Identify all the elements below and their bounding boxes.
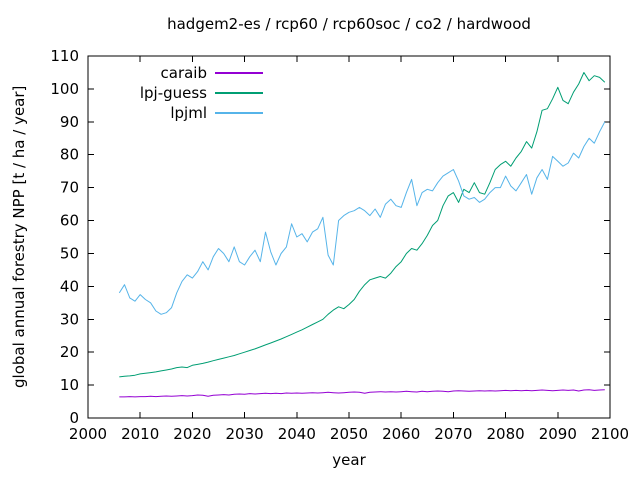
y-tick-label: 30	[60, 310, 79, 328]
legend-item-caraib: caraib	[90, 63, 270, 83]
y-tick-label: 80	[60, 146, 79, 164]
y-tick-label: 0	[69, 409, 79, 427]
legend-label-lpjml: lpjml	[170, 104, 207, 122]
chart-title: hadgem2-es / rcp60 / rcp60soc / co2 / ha…	[167, 15, 531, 33]
x-axis-label: year	[332, 451, 366, 469]
x-tick-label: 2090	[539, 425, 577, 443]
x-tick-label: 2040	[278, 425, 316, 443]
x-tick-label: 2060	[382, 425, 420, 443]
legend: caraib lpj-guess lpjml	[90, 63, 270, 123]
y-tick-label: 10	[60, 376, 79, 394]
series-line-lpj-guess	[119, 72, 606, 378]
y-tick-label: 70	[60, 179, 79, 197]
y-tick-label: 110	[50, 47, 79, 65]
legend-line-lpjml-icon	[215, 112, 263, 114]
legend-line-caraib-icon	[215, 72, 263, 74]
series-line-caraib	[119, 389, 605, 398]
legend-item-lpjml: lpjml	[90, 103, 270, 123]
legend-label-caraib: caraib	[160, 64, 208, 82]
x-tick-label: 2000	[69, 425, 107, 443]
x-tick-label: 2020	[173, 425, 211, 443]
legend-item-lpj-guess: lpj-guess	[90, 83, 270, 103]
y-tick-label: 50	[60, 244, 79, 262]
y-tick-label: 100	[50, 80, 79, 98]
x-tick-label: 2050	[330, 425, 368, 443]
y-tick-label: 60	[60, 212, 79, 230]
series-line-lpjml	[118, 121, 606, 315]
x-tick-label: 2010	[121, 425, 159, 443]
x-tick-label: 2070	[434, 425, 472, 443]
x-tick-label: 2080	[487, 425, 525, 443]
legend-line-lpj-guess-icon	[215, 92, 263, 94]
y-tick-label: 40	[60, 277, 79, 295]
y-tick-label: 90	[60, 113, 79, 131]
legend-label-lpj-guess: lpj-guess	[139, 84, 207, 102]
y-tick-label: 20	[60, 343, 79, 361]
x-tick-label: 2030	[226, 425, 264, 443]
x-tick-label: 2100	[591, 425, 629, 443]
